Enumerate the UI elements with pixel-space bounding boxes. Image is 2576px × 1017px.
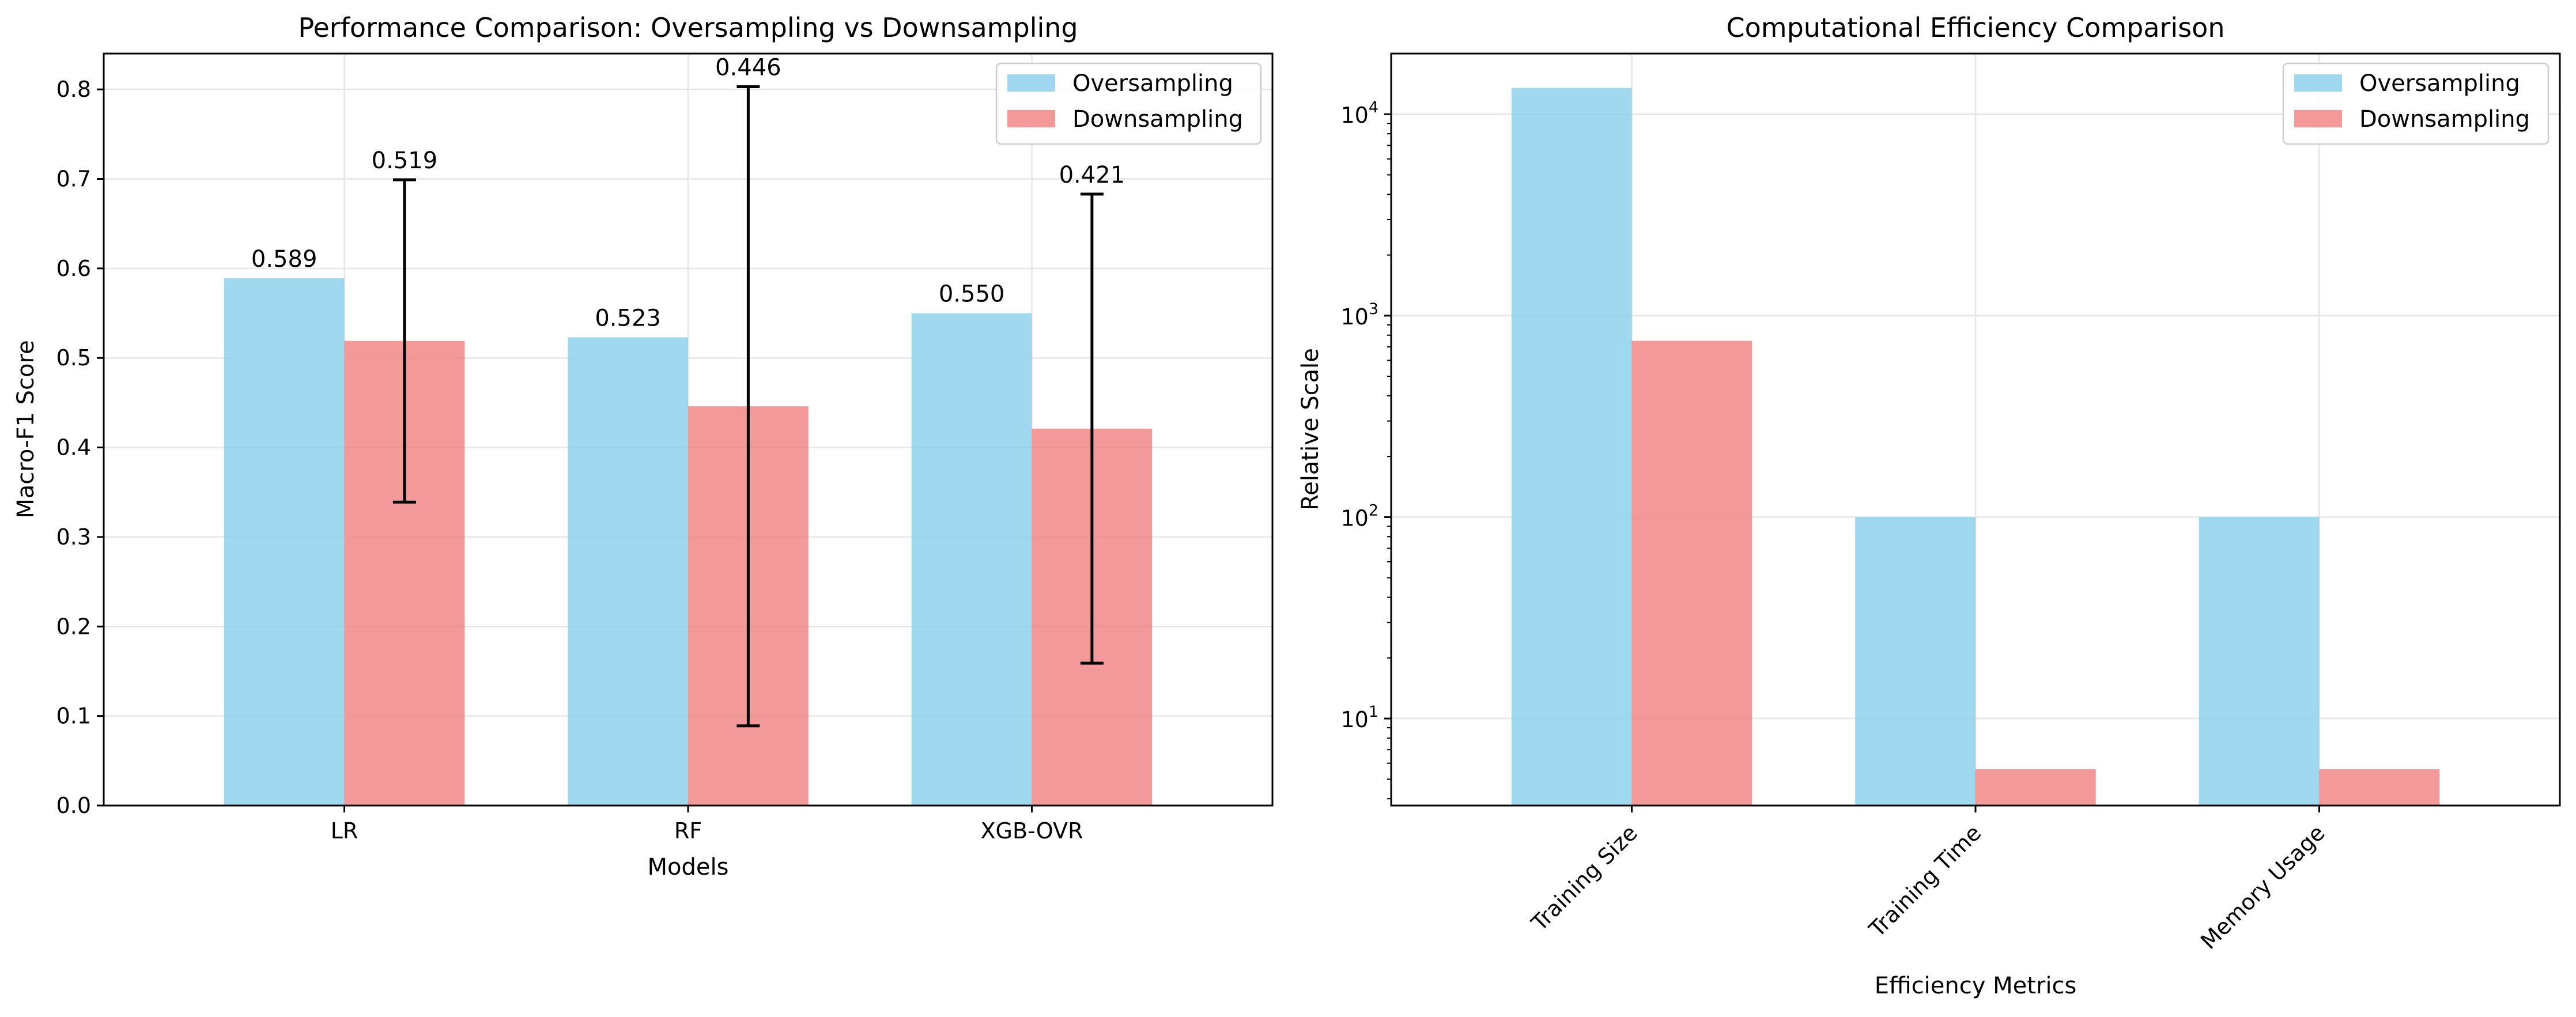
y-axis-ticks: 101 102 103 104 <box>1340 99 1391 800</box>
y-axis-ticks: 0.0 0.1 0.2 0.3 0.4 0.5 0.6 0.7 0.8 <box>56 77 104 818</box>
legend-box <box>2282 62 2549 145</box>
data-labels: 0.589 0.519 0.523 0.446 0.550 0.421 <box>251 54 1125 331</box>
data-label-oversampling-xgb-ovr: 0.550 <box>939 281 1005 308</box>
x-tick-label: Memory Usage <box>2196 820 2330 954</box>
y-tick-label: 0.6 <box>56 256 91 281</box>
x-tick-label: RF <box>674 818 702 844</box>
y-tick-label: 0.1 <box>56 704 91 729</box>
x-axis-ticks: LR RF XGB-OVR <box>331 806 1083 844</box>
bars <box>224 278 1153 806</box>
bar-downsampling-training-time <box>1976 769 2096 806</box>
data-label-oversampling-rf: 0.523 <box>595 305 661 331</box>
legend-swatch-oversampling <box>2294 74 2342 92</box>
bar-oversampling-xgb-ovr <box>911 313 1032 806</box>
bar-oversampling-training-time <box>1855 517 1976 806</box>
legend-swatch-downsampling <box>1007 110 1055 127</box>
x-tick-label: Training Size <box>1526 820 1642 936</box>
error-bars <box>392 85 1104 728</box>
chart-title: Computational Efficiency Comparison <box>1727 12 2225 43</box>
bar-oversampling-training-size <box>1511 88 1632 806</box>
legend-box <box>995 62 1262 145</box>
legend-label-oversampling: Oversampling <box>2359 70 2520 97</box>
data-label-oversampling-lr: 0.589 <box>251 246 318 273</box>
y-tick-label: 0.2 <box>56 614 91 639</box>
bar-oversampling-lr <box>224 278 345 806</box>
y-tick-label: 102 <box>1340 501 1378 531</box>
bar-oversampling-rf <box>568 337 688 806</box>
bars <box>1511 88 2440 806</box>
x-tick-label: Training Time <box>1864 820 1986 942</box>
y-tick-label: 104 <box>1340 99 1378 128</box>
bar-downsampling-memory-usage <box>2319 769 2440 806</box>
y-axis-label: Macro-F1 Score <box>13 340 39 518</box>
y-tick-label: 0.7 <box>56 167 91 192</box>
y-tick-label: 0.0 <box>56 793 91 818</box>
bar-downsampling-training-size <box>1631 341 1752 806</box>
data-label-downsampling-rf: 0.446 <box>715 54 781 81</box>
legend-label-oversampling: Oversampling <box>1072 70 1233 97</box>
legend-swatch-downsampling <box>2294 110 2342 127</box>
y-tick-label: 0.8 <box>56 77 91 102</box>
y-tick-label: 0.4 <box>56 435 91 460</box>
legend: Oversampling Downsampling <box>2282 62 2549 145</box>
x-axis-ticks: Training Size Training Time Memory Usage <box>1526 806 2330 954</box>
y-tick-label: 0.3 <box>56 524 91 550</box>
legend: Oversampling Downsampling <box>995 62 1262 145</box>
legend-label-downsampling: Downsampling <box>2359 106 2530 133</box>
bar-oversampling-memory-usage <box>2199 517 2320 806</box>
y-tick-label: 101 <box>1340 703 1378 732</box>
x-axis-label: Efficiency Metrics <box>1875 973 2077 999</box>
data-label-downsampling-lr: 0.519 <box>372 148 438 174</box>
x-axis-label: Models <box>648 854 729 880</box>
y-axis-label: Relative Scale <box>1297 348 1324 511</box>
chart-performance: 0.589 0.519 0.523 0.446 0.550 0.421 0.0 0.1 0.2… <box>13 12 1274 880</box>
y-tick-label: 103 <box>1340 300 1378 330</box>
x-tick-label: XGB-OVR <box>980 818 1083 844</box>
chart-title: Performance Comparison: Oversampling vs … <box>298 12 1078 43</box>
x-tick-label: LR <box>331 818 358 844</box>
data-label-downsampling-xgb-ovr: 0.421 <box>1059 162 1125 188</box>
legend-label-downsampling: Downsampling <box>1072 106 1243 133</box>
chart-efficiency: 101 102 103 104 Training Size Training Time M… <box>1297 12 2561 999</box>
legend-swatch-oversampling <box>1007 74 1055 92</box>
y-tick-label: 0.5 <box>56 345 91 370</box>
